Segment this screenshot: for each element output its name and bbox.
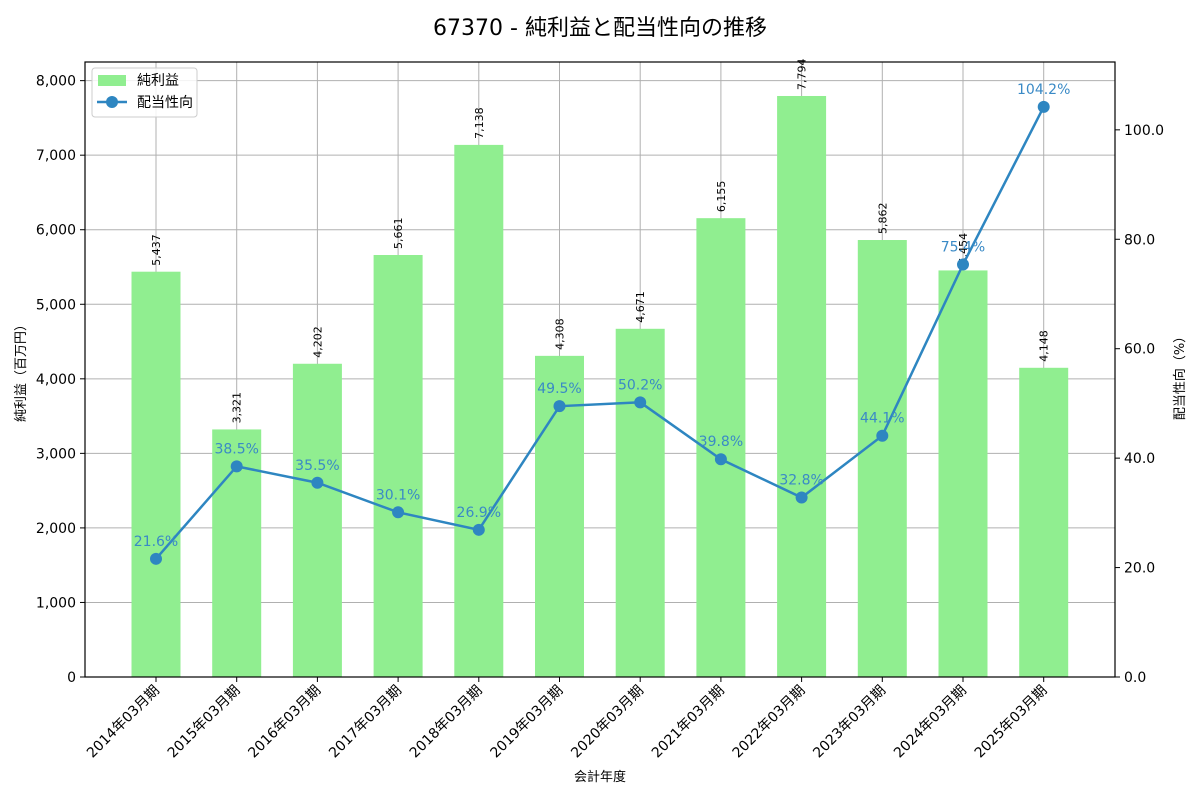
x-tick-label: 2019年03月期 — [488, 683, 567, 762]
payout-ratio-marker — [472, 523, 485, 536]
y-right-tick-label: 100.0 — [1124, 123, 1164, 139]
payout-ratio-marker — [1037, 100, 1050, 113]
x-tick-label: 2023年03月期 — [810, 683, 889, 762]
x-tick-label: 2024年03月期 — [891, 683, 970, 762]
y-right-axis-label: 配当性向（%） — [1172, 330, 1188, 420]
payout-ratio-label: 39.8% — [699, 434, 743, 450]
payout-ratio-label: 49.5% — [537, 381, 581, 397]
chart-title: 67370 - 純利益と配当性向の推移 — [433, 16, 767, 41]
legend-label-payout-ratio: 配当性向 — [137, 95, 193, 111]
bar-net-income — [777, 95, 827, 677]
x-tick-label: 2015年03月期 — [165, 683, 244, 762]
payout-ratio-marker — [311, 476, 324, 489]
bar-net-income — [615, 328, 665, 677]
x-tick-label: 2016年03月期 — [245, 683, 324, 762]
bar-net-income — [857, 240, 907, 678]
payout-ratio-marker — [957, 258, 969, 271]
payout-ratio-marker — [230, 460, 243, 473]
bar-value-label: 5,437 — [150, 234, 163, 266]
y-left-tick-label: 4,000 — [36, 372, 76, 388]
legend-marker-icon — [106, 96, 118, 108]
x-tick-label: 2025年03月期 — [972, 683, 1051, 762]
y-right-tick-label: 80.0 — [1124, 232, 1155, 248]
bar-net-income — [1019, 367, 1069, 677]
payout-ratio-label: 26.9% — [457, 505, 501, 521]
y-right-tick-label: 60.0 — [1124, 342, 1155, 358]
bar-value-label: 7,138 — [473, 107, 486, 139]
y-left-tick-label: 6,000 — [36, 223, 76, 239]
y-right-tick-label: 40.0 — [1124, 451, 1155, 467]
bar-value-label: 7,794 — [796, 58, 809, 90]
bar-value-label: 4,308 — [554, 318, 567, 350]
y-left-tick-label: 8,000 — [36, 74, 76, 90]
payout-ratio-label: 50.2% — [618, 377, 662, 393]
x-tick-label: 2018年03月期 — [407, 683, 486, 762]
payout-ratio-marker — [150, 552, 162, 565]
y-right-tick-label: 20.0 — [1124, 561, 1155, 577]
payout-ratio-marker — [634, 396, 647, 409]
bar-net-income — [938, 270, 988, 677]
payout-ratio-line — [155, 106, 1045, 560]
y-left-tick-label: 0 — [67, 670, 76, 686]
payout-ratio-marker — [392, 506, 405, 519]
y-left-tick-label: 7,000 — [36, 148, 76, 164]
y-left-tick-label: 3,000 — [36, 446, 76, 462]
y-left-tick-label: 1,000 — [36, 595, 76, 611]
x-tick-label: 2022年03月期 — [730, 683, 809, 762]
payout-ratio-label: 75.4% — [941, 239, 985, 255]
x-tick-label: 2021年03月期 — [649, 683, 728, 762]
plot-frame — [84, 61, 1116, 678]
bar-net-income — [454, 144, 504, 678]
payout-ratio-label: 32.8% — [779, 473, 823, 489]
legend-label-net-income: 純利益 — [137, 73, 179, 89]
bar-value-label: 4,202 — [311, 326, 324, 358]
bar-net-income — [131, 271, 181, 677]
y-left-tick-label: 2,000 — [36, 521, 76, 537]
bar-value-label: 4,671 — [634, 291, 647, 323]
payout-ratio-marker — [876, 429, 889, 442]
payout-ratio-label: 104.2% — [1017, 82, 1070, 98]
payout-ratio-marker — [795, 491, 808, 504]
payout-ratio-label: 30.1% — [376, 487, 420, 503]
payout-ratio-label: 38.5% — [214, 441, 258, 457]
bar-net-income — [292, 363, 342, 677]
bar-value-label: 6,155 — [715, 181, 728, 213]
payout-ratio-label: 21.6% — [134, 534, 178, 550]
payout-ratio-label: 35.5% — [295, 458, 339, 474]
bar-value-label: 3,321 — [231, 392, 244, 424]
y-left-tick-label: 5,000 — [36, 297, 76, 313]
legend-bar-swatch — [98, 75, 126, 86]
y-left-axis-label: 純利益（百万円） — [14, 318, 29, 422]
payout-ratio-marker — [553, 400, 566, 413]
x-tick-label: 2017年03月期 — [326, 683, 405, 762]
payout-ratio-label: 44.1% — [860, 411, 904, 427]
bar-net-income — [373, 254, 423, 678]
payout-ratio-marker — [714, 453, 727, 466]
bar-value-label: 4,148 — [1038, 330, 1051, 362]
bar-value-label: 5,661 — [392, 217, 405, 249]
x-tick-label: 2020年03月期 — [568, 683, 647, 762]
x-tick-label: 2014年03月期 — [84, 683, 163, 762]
y-right-tick-label: 0.0 — [1124, 670, 1146, 686]
bar-value-label: 5,862 — [876, 203, 889, 235]
x-axis-label: 会計年度 — [574, 769, 626, 785]
